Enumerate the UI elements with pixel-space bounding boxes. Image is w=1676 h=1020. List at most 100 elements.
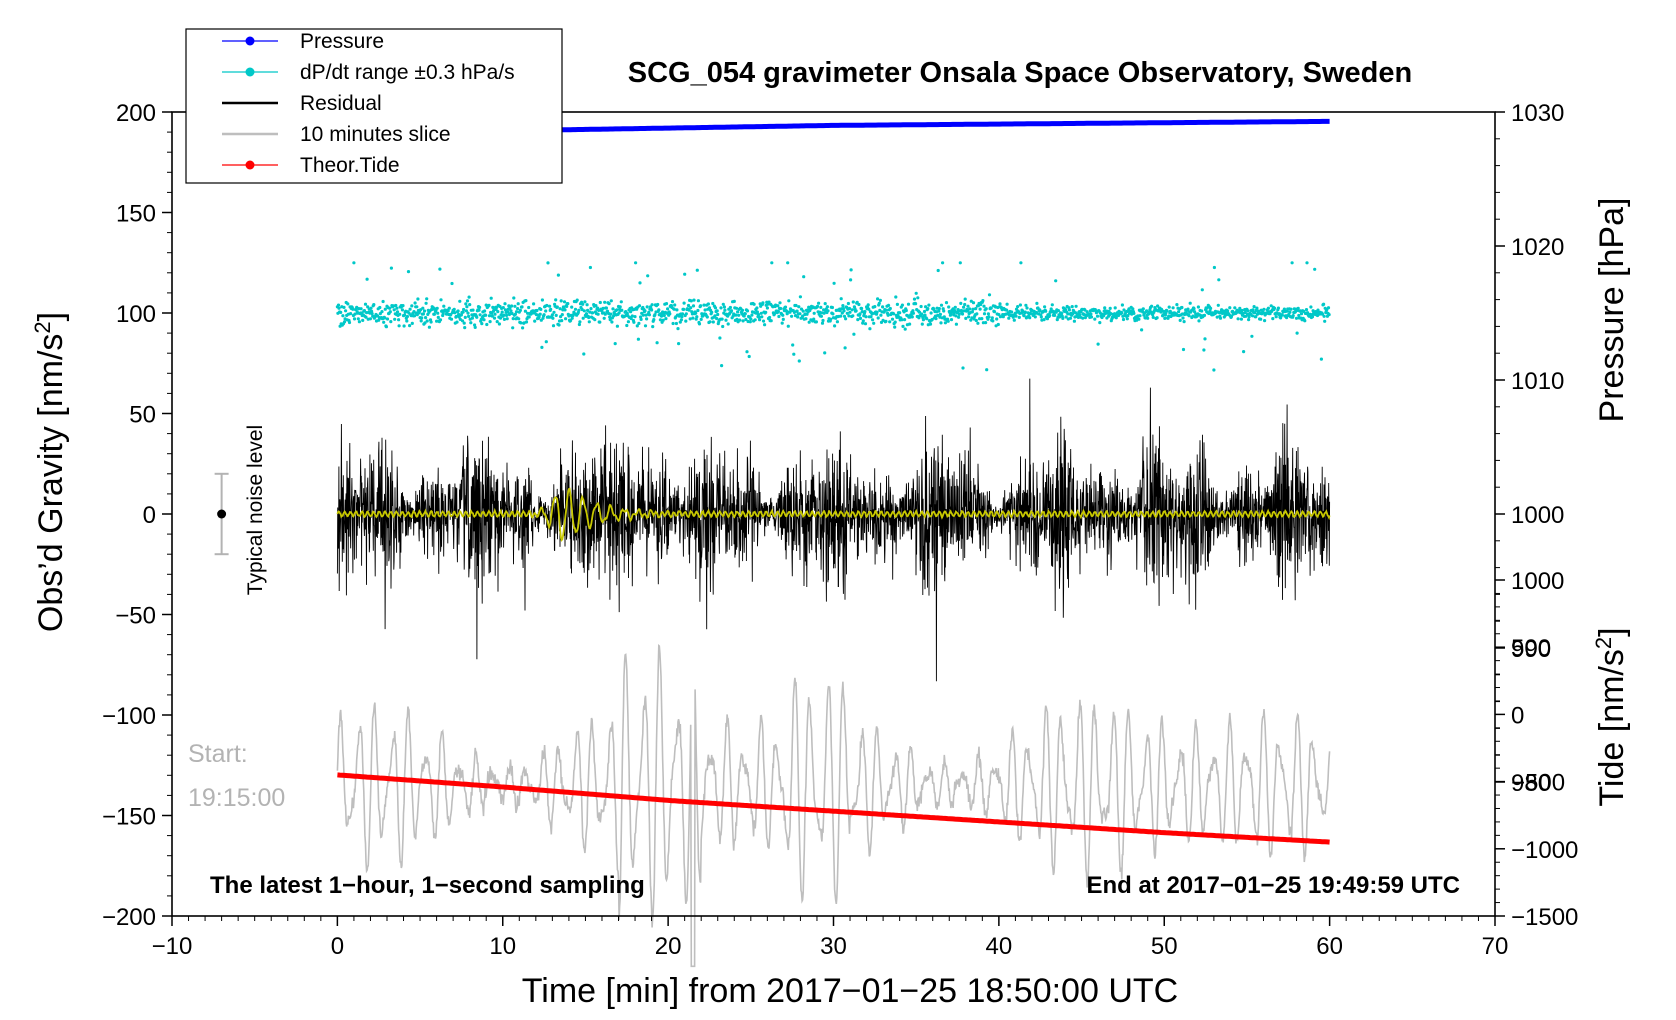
dp-dt-point xyxy=(633,315,637,319)
dp-dt-point xyxy=(1323,319,1327,323)
pressure-tick-label: 990 xyxy=(1511,636,1551,663)
dp-dt-point xyxy=(869,315,873,319)
dp-dt-point xyxy=(957,312,961,316)
chart-title: SCG_054 gravimeter Onsala Space Observat… xyxy=(628,57,1412,89)
dp-dt-point xyxy=(863,322,868,326)
dp-dt-point xyxy=(680,312,685,316)
y-tick-label: −100 xyxy=(102,703,156,730)
dp-dt-point xyxy=(1151,315,1155,319)
x-tick-label: 50 xyxy=(1151,933,1178,960)
dp-dt-point xyxy=(831,312,835,316)
dp-dt-point xyxy=(886,313,890,317)
dp-dt-point xyxy=(556,273,561,277)
dp-dt-point xyxy=(939,303,944,307)
dp-dt-point xyxy=(959,301,963,305)
pressure-tick-label: 1030 xyxy=(1511,100,1564,127)
dp-dt-point xyxy=(639,317,643,321)
dp-dt-point xyxy=(879,313,883,317)
dp-dt-point xyxy=(544,309,548,313)
dp-dt-point xyxy=(673,303,677,307)
dp-dt-point xyxy=(779,306,783,311)
dp-dt-point xyxy=(577,308,581,312)
dp-dt-point xyxy=(583,300,587,304)
dp-dt-point xyxy=(484,313,488,317)
dp-dt-point xyxy=(652,318,656,322)
dp-dt-point xyxy=(1266,306,1270,310)
pressure-tick-label: 1000 xyxy=(1511,502,1564,529)
dp-dt-point xyxy=(1025,306,1029,310)
dp-dt-point xyxy=(419,319,423,323)
dp-dt-point xyxy=(490,314,494,318)
legend-label: Theor.Tide xyxy=(300,154,400,177)
x-tick-label: 60 xyxy=(1316,933,1343,960)
sampling-note: The latest 1−hour, 1−second sampling xyxy=(210,872,645,899)
dp-dt-point xyxy=(755,310,760,314)
dp-dt-point xyxy=(798,312,802,316)
legend: Pressure dP/dt range ±0.3 hPa/s Residual 10… xyxy=(185,28,563,184)
dp-dt-point xyxy=(588,265,593,270)
dp-dt-point xyxy=(1005,308,1009,312)
dp-dt-point xyxy=(1043,305,1047,309)
dp-dt-point xyxy=(760,315,764,319)
dp-dt-point xyxy=(400,308,404,312)
dp-dt-point xyxy=(961,366,965,370)
dp-dt-point xyxy=(794,303,798,308)
dp-dt-point xyxy=(980,317,984,321)
dp-dt-point xyxy=(1155,316,1159,320)
dp-dt-point xyxy=(639,315,643,319)
dp-dt-point xyxy=(511,317,515,321)
dp-dt-point xyxy=(554,313,558,317)
dp-dt-point xyxy=(914,302,918,306)
dp-dt-point xyxy=(341,314,345,318)
dp-dt-point xyxy=(670,300,675,304)
dp-dt-point xyxy=(551,324,556,328)
x-axis-label: Time [min] from 2017−01−25 18:50:00 UTC xyxy=(522,972,1178,1010)
dp-dt-point xyxy=(881,305,885,309)
dp-dt-point xyxy=(408,324,412,328)
dp-dt-point xyxy=(498,316,503,320)
dp-dt-point xyxy=(1322,314,1326,318)
dp-dt-point xyxy=(815,304,820,308)
y-axis-label-tide-end: ] xyxy=(1593,627,1631,636)
dp-dt-point xyxy=(1061,316,1065,320)
dp-dt-point xyxy=(1018,303,1023,307)
dp-dt-point xyxy=(737,313,741,317)
dp-dt-point xyxy=(1238,306,1242,310)
dp-dt-point xyxy=(971,307,975,311)
dp-dt-point xyxy=(570,316,574,320)
dp-dt-point xyxy=(1322,302,1326,306)
y-tick-label: −50 xyxy=(115,603,156,630)
dp-dt-point xyxy=(856,318,860,322)
dp-dt-point xyxy=(718,336,722,340)
dp-dt-point xyxy=(696,308,700,313)
dp-dt-point xyxy=(1181,316,1185,320)
dp-dt-point xyxy=(861,319,865,323)
dp-dt-point xyxy=(954,314,958,318)
tide-tick-label: 0 xyxy=(1511,702,1524,729)
dp-dt-point xyxy=(778,301,782,305)
x-tick-label: 70 xyxy=(1482,933,1509,960)
dp-dt-point xyxy=(475,315,479,319)
dp-dt-point xyxy=(1028,316,1032,320)
dp-dt-point xyxy=(608,315,612,319)
dp-dt-point xyxy=(1299,312,1304,316)
dp-dt-point xyxy=(1140,328,1144,332)
dp-dt-point xyxy=(1141,307,1145,311)
noise-bar-center xyxy=(217,509,227,519)
dp-dt-point xyxy=(917,310,922,314)
dp-dt-point xyxy=(1114,316,1118,320)
dp-dt-point xyxy=(550,313,555,317)
dp-dt-point xyxy=(539,307,543,311)
dp-dt-point xyxy=(455,320,459,324)
dp-dt-point xyxy=(708,320,712,324)
dp-dt-point xyxy=(835,320,840,324)
dp-dt-point xyxy=(1072,319,1076,323)
dp-dt-point xyxy=(635,324,639,328)
dp-dt-point xyxy=(914,291,918,295)
dp-dt-point xyxy=(1044,309,1048,313)
dp-dt-point xyxy=(937,309,941,313)
dp-dt-point xyxy=(359,307,363,311)
legend-key-4 xyxy=(222,160,278,170)
dp-dt-point xyxy=(1131,307,1135,311)
